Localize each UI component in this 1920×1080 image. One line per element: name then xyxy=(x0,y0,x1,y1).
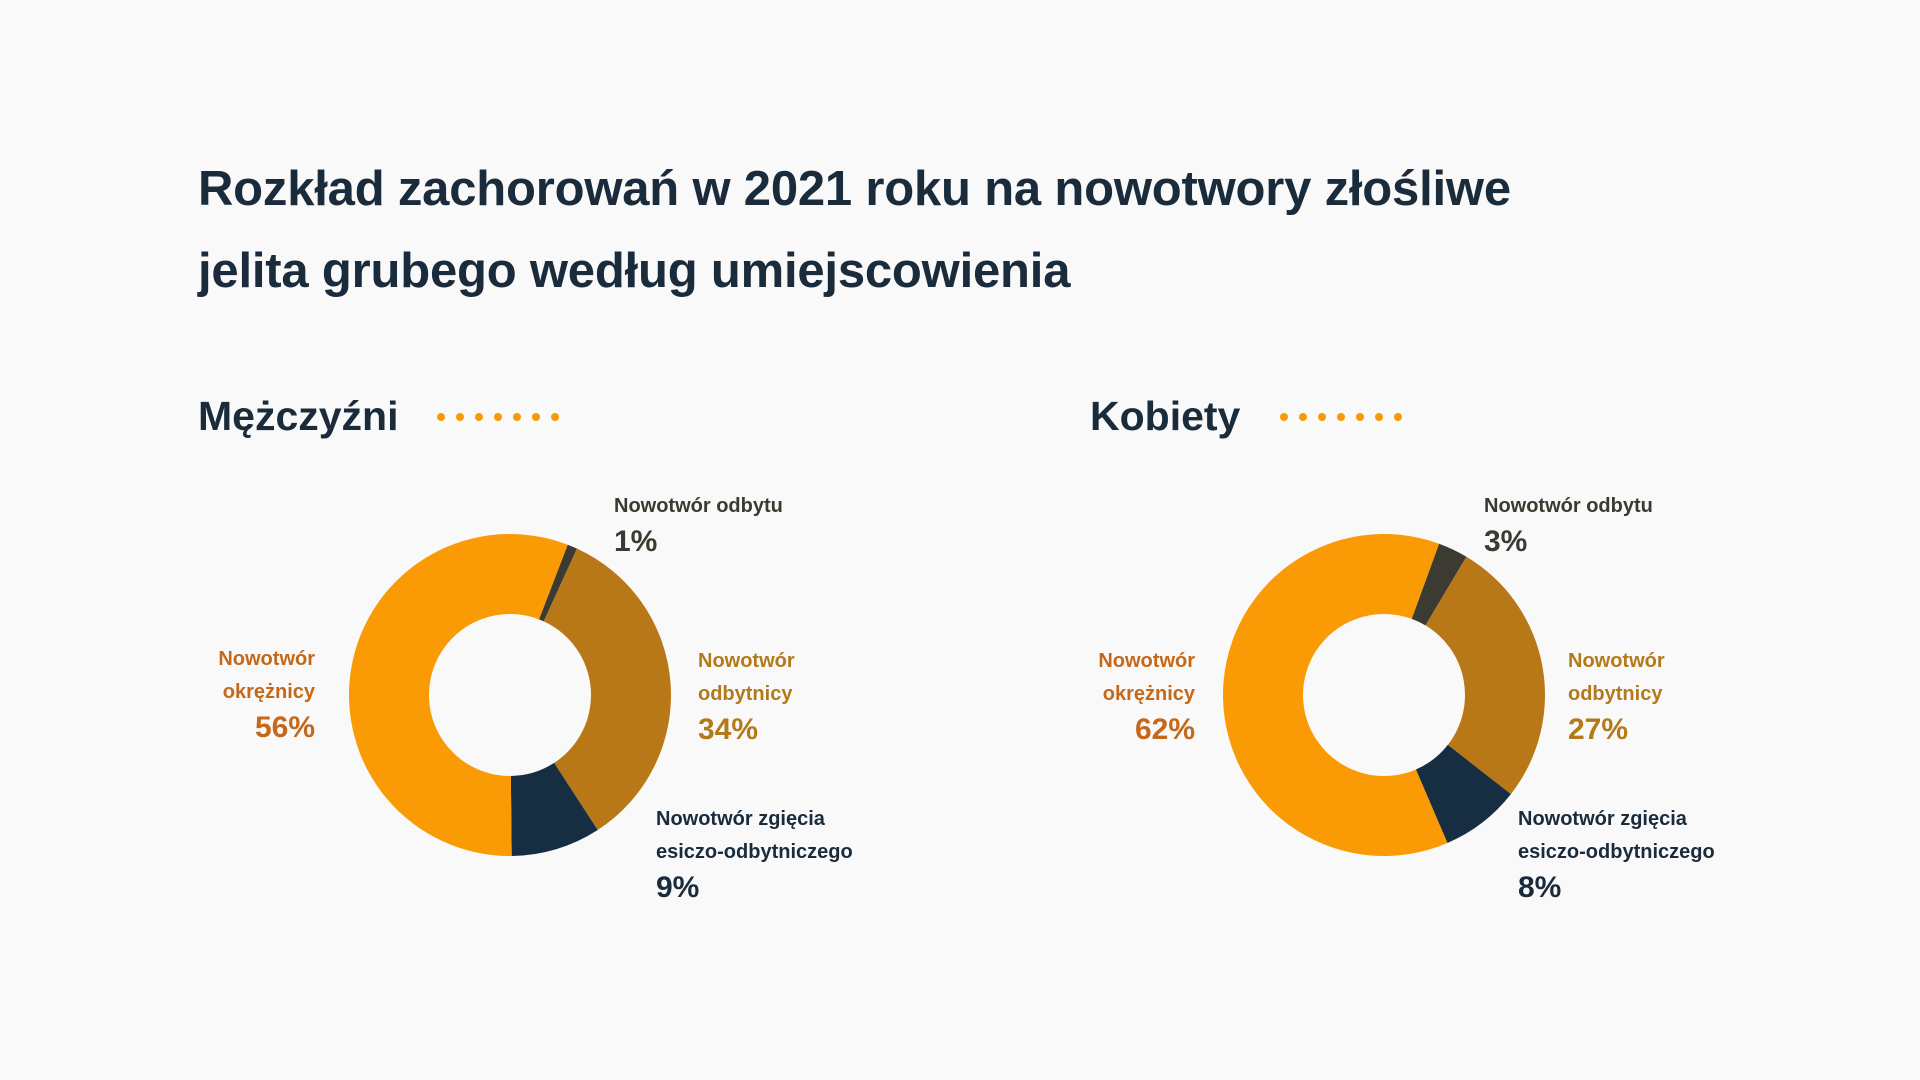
panel-title-men: Mężczyźni xyxy=(198,393,399,439)
value-men-odbytu: 1% xyxy=(614,525,658,558)
men-slice-1 xyxy=(539,544,578,622)
decorative-dots-men xyxy=(437,413,559,423)
value-women-odbytu: 3% xyxy=(1484,525,1528,558)
label-women-okreznicy: Nowotwór okrężnicy 62% xyxy=(1060,645,1195,749)
value-men-zgiecia: 9% xyxy=(656,871,700,904)
label-men-zgiecia: Nowotwór zgięcia esiczo-odbytniczego 9% xyxy=(656,803,853,907)
label-men-odbytnicy: Nowotwór odbytnicy 34% xyxy=(698,645,795,749)
value-women-okreznicy: 62% xyxy=(1134,713,1195,746)
label-women-zgiecia: Nowotwór zgięcia esiczo-odbytniczego 8% xyxy=(1518,803,1715,907)
women-slice-1 xyxy=(1411,543,1467,626)
men-slice-3 xyxy=(510,762,598,856)
men-slice-4 xyxy=(349,534,568,856)
women-slice-3 xyxy=(1415,744,1511,843)
men-slice-2 xyxy=(543,548,671,831)
label-women-odbytnicy: Nowotwór odbytnicy 27% xyxy=(1568,645,1665,749)
chart-title: Rozkład zachorowań w 2021 roku na nowotw… xyxy=(198,148,1698,312)
title-line-2: jelita grubego według umiejscowienia xyxy=(198,244,1071,298)
value-men-okreznicy: 56% xyxy=(254,711,315,744)
women-slice-4 xyxy=(1223,534,1448,857)
label-men-okreznicy: Nowotwór okrężnicy 56% xyxy=(180,643,315,747)
value-men-odbytnicy: 34% xyxy=(698,713,759,746)
value-women-zgiecia: 8% xyxy=(1518,871,1562,904)
label-women-odbytu: Nowotwór odbytu 3% xyxy=(1484,490,1653,561)
decorative-dots-women xyxy=(1280,413,1402,423)
title-line-1: Rozkład zachorowań w 2021 roku na nowotw… xyxy=(198,162,1511,216)
label-men-odbytu: Nowotwór odbytu 1% xyxy=(614,490,783,561)
panel-title-women: Kobiety xyxy=(1090,393,1241,439)
women-slice-2 xyxy=(1425,556,1545,795)
value-women-odbytnicy: 27% xyxy=(1568,713,1629,746)
